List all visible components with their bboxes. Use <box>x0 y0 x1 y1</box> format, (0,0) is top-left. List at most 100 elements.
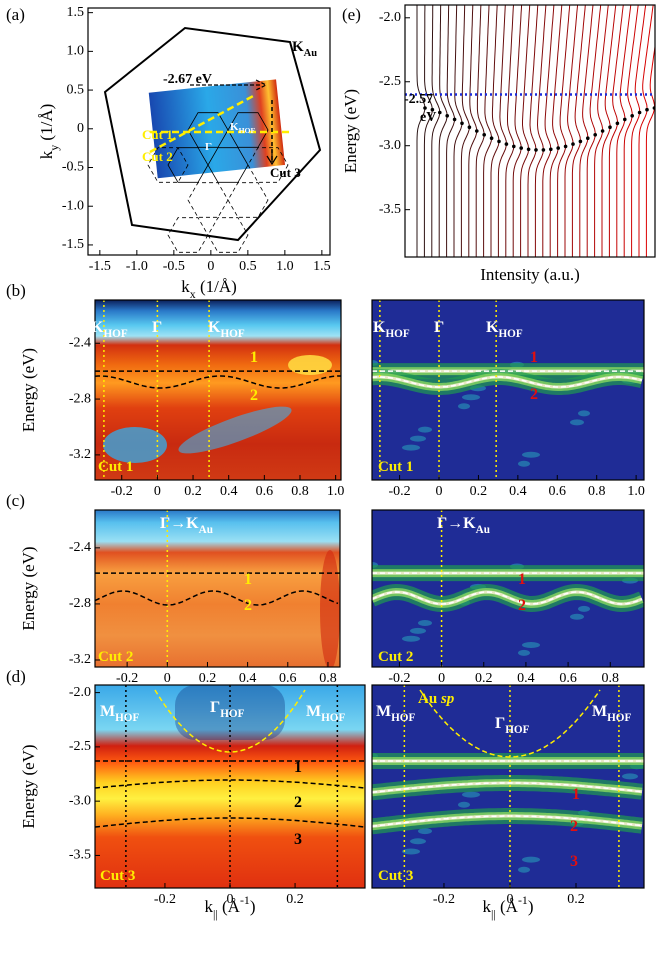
au-sp-band <box>419 689 601 758</box>
x-tick-label: 0.8 <box>602 671 620 686</box>
text-part: Cut 3 <box>270 165 301 180</box>
text-part: 1 <box>572 786 580 803</box>
edc-curve <box>534 5 547 257</box>
text-part: Energy (eV) <box>19 744 38 828</box>
annotation: 2 <box>294 794 302 811</box>
panel: -0.2 0 0.2 -2.0 -2.5 -3.0 -3.5 (d) Energy (eV) k|… <box>6 667 366 921</box>
map-feature <box>578 605 590 612</box>
text-part: HOF <box>220 328 244 340</box>
map-feature <box>462 394 480 401</box>
edc-curve <box>616 5 632 257</box>
y-axis-label: Energy (eV) <box>19 744 38 828</box>
x-axis-label: Intensity (a.u.) <box>480 265 580 284</box>
map-feature <box>402 848 420 855</box>
text-part: eV <box>196 72 212 87</box>
x-axis-label: kx (1/Å) <box>181 277 237 301</box>
annotation: Cut 2 <box>98 649 133 665</box>
text-part: x <box>190 287 196 301</box>
annotation: Γ <box>152 319 162 336</box>
peak-dot <box>556 146 560 150</box>
text-part: Γ <box>205 141 212 153</box>
text-part: 1 <box>530 349 538 366</box>
text-part: -2.67 <box>163 72 196 87</box>
panel: -1.5 -1.0 -0.5 0 0.5 1.0 1.5 -1.5 -1.0 -0.5 0 0.5 1.… <box>6 5 331 301</box>
peak-dot <box>497 139 501 144</box>
y-tick-label: -3.2 <box>69 447 91 462</box>
text-part: Γ→K <box>160 515 199 532</box>
text-part: HOF <box>607 712 631 724</box>
annotation: MHOF <box>376 703 416 724</box>
annotation: Cut 1 <box>378 459 413 475</box>
text-part: HOF <box>385 328 409 340</box>
text-part: Γ→K <box>437 515 476 532</box>
annotation: 3 <box>570 853 578 870</box>
text-part: (1/Å) <box>37 104 56 145</box>
y-axis-label: Energy (eV) <box>341 89 360 173</box>
map-feature <box>402 635 420 642</box>
text-part: HOF <box>498 328 522 340</box>
text-part: -2.57 <box>404 92 433 107</box>
band-curve <box>372 591 643 605</box>
edc-curve <box>460 5 470 257</box>
text-part: M <box>306 703 321 720</box>
peak-dot <box>586 136 590 140</box>
edc-curve <box>446 5 456 257</box>
annotation: eV <box>420 110 436 125</box>
peak-dot <box>593 133 597 137</box>
text-part: Cut 1 <box>378 459 413 475</box>
text-part: -1 <box>518 893 528 907</box>
map-feature <box>103 427 167 463</box>
x-tick-label: 1.5 <box>313 259 331 274</box>
x-tick-label: 0.6 <box>279 671 297 686</box>
band-curve <box>95 817 365 828</box>
y-tick-label: -2.4 <box>69 540 91 555</box>
annotation: KAu <box>292 39 317 58</box>
annotation: 2 <box>250 387 258 404</box>
text-part: -1 <box>240 893 250 907</box>
annotation: Γ→KAu <box>437 515 490 536</box>
map-feature <box>418 620 432 627</box>
edc-curve <box>416 5 426 257</box>
band-curve <box>372 782 643 794</box>
x-tick-label: 0.8 <box>291 484 309 499</box>
text-part: 1 <box>250 349 258 366</box>
edc-curve <box>631 5 647 257</box>
text-part: M <box>376 703 391 720</box>
peak-dot <box>452 117 457 122</box>
peak-dot <box>600 129 605 133</box>
text-part: || <box>213 907 218 921</box>
text-part: HOF <box>115 712 139 724</box>
text-part: M <box>100 703 115 720</box>
edc-curve <box>579 5 594 257</box>
text-part: K <box>230 121 239 133</box>
frame <box>371 299 645 481</box>
edc-curve <box>557 5 571 257</box>
edc-curve <box>431 5 441 257</box>
x-tick-label: 0 <box>207 259 214 274</box>
edc-curve <box>475 5 485 257</box>
edc-curve <box>542 5 555 257</box>
text-part: 1 <box>294 759 302 776</box>
text-part: Γ <box>495 715 505 732</box>
annotation: ΓHOF <box>495 715 530 736</box>
edc-curve <box>505 5 515 257</box>
peak-dot <box>615 121 620 126</box>
edc-curve <box>571 5 586 257</box>
peak-dot <box>526 147 531 152</box>
annotation: 1 <box>518 571 526 588</box>
x-tick-label: 0 <box>436 484 443 499</box>
text-part: K <box>91 319 104 336</box>
text-part: ) <box>250 897 256 916</box>
text-part: Cut 2 <box>98 649 133 665</box>
map-feature <box>320 550 340 667</box>
annotation: 1 <box>244 571 252 588</box>
map-feature <box>570 613 584 620</box>
y-tick-label: -2.8 <box>69 596 91 611</box>
peak-dot <box>578 139 583 144</box>
text-part: (Å <box>218 897 241 916</box>
map-feature <box>458 801 470 808</box>
annotation: 1 <box>530 349 538 366</box>
x-tick-label: 1.0 <box>627 484 645 499</box>
text-part: 2 <box>530 386 538 403</box>
